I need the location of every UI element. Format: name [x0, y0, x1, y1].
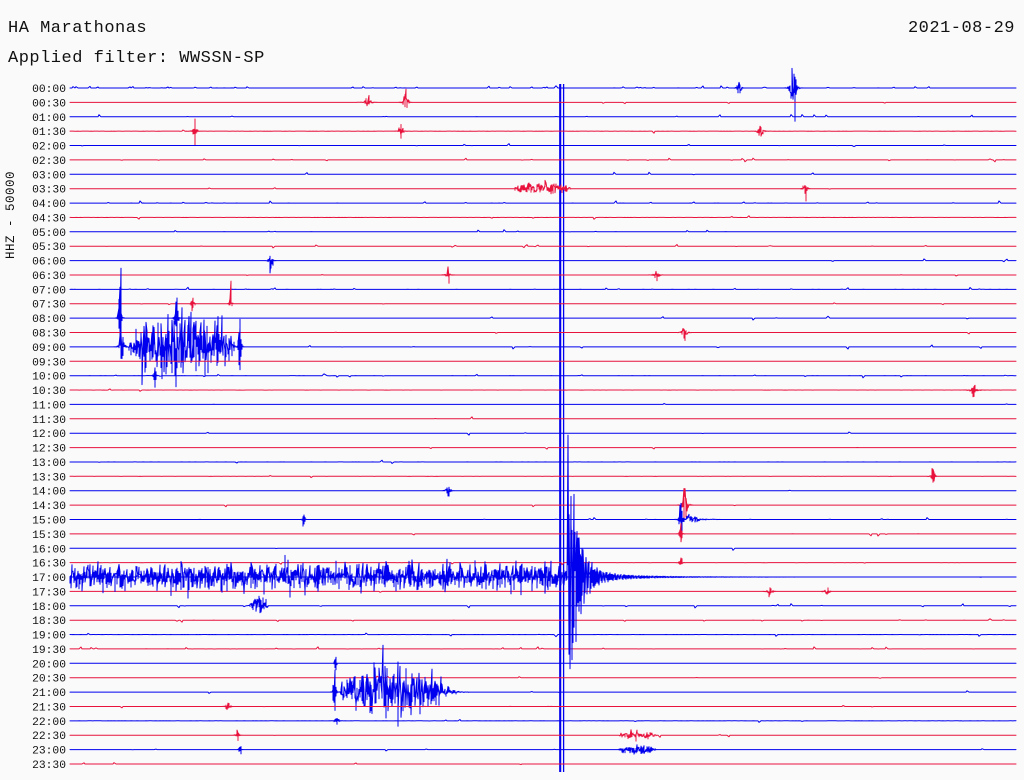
svg-text:06:30: 06:30 — [32, 271, 66, 283]
svg-text:10:30: 10:30 — [32, 386, 66, 398]
svg-text:01:30: 01:30 — [32, 127, 66, 139]
svg-text:10:00: 10:00 — [32, 372, 66, 384]
svg-text:15:00: 15:00 — [32, 516, 66, 528]
svg-text:08:30: 08:30 — [32, 329, 66, 341]
svg-text:22:00: 22:00 — [32, 717, 66, 729]
svg-text:15:30: 15:30 — [32, 530, 66, 542]
svg-text:18:00: 18:00 — [32, 602, 66, 614]
svg-text:00:30: 00:30 — [32, 98, 66, 110]
svg-text:12:00: 12:00 — [32, 429, 66, 441]
svg-text:05:00: 05:00 — [32, 228, 66, 240]
svg-text:21:30: 21:30 — [32, 703, 66, 715]
svg-text:04:00: 04:00 — [32, 199, 66, 211]
svg-text:09:00: 09:00 — [32, 343, 66, 355]
svg-text:08:00: 08:00 — [32, 314, 66, 326]
svg-text:23:30: 23:30 — [32, 760, 66, 772]
svg-text:19:00: 19:00 — [32, 631, 66, 643]
svg-text:22:30: 22:30 — [32, 731, 66, 743]
svg-text:13:00: 13:00 — [32, 458, 66, 470]
svg-text:12:30: 12:30 — [32, 444, 66, 456]
svg-text:17:00: 17:00 — [32, 573, 66, 585]
svg-text:14:30: 14:30 — [32, 501, 66, 513]
svg-text:01:00: 01:00 — [32, 113, 66, 125]
svg-text:20:00: 20:00 — [32, 659, 66, 671]
svg-text:00:00: 00:00 — [32, 84, 66, 96]
svg-text:18:30: 18:30 — [32, 616, 66, 628]
svg-text:02:30: 02:30 — [32, 156, 66, 168]
svg-text:13:30: 13:30 — [32, 472, 66, 484]
svg-text:05:30: 05:30 — [32, 242, 66, 254]
svg-text:23:00: 23:00 — [32, 746, 66, 758]
svg-text:11:30: 11:30 — [32, 415, 66, 427]
svg-text:14:00: 14:00 — [32, 487, 66, 499]
svg-text:16:30: 16:30 — [32, 559, 66, 571]
svg-text:07:30: 07:30 — [32, 300, 66, 312]
svg-text:03:00: 03:00 — [32, 170, 66, 182]
svg-text:02:00: 02:00 — [32, 142, 66, 154]
svg-text:19:30: 19:30 — [32, 645, 66, 657]
svg-text:09:30: 09:30 — [32, 357, 66, 369]
svg-text:21:00: 21:00 — [32, 688, 66, 700]
svg-text:11:00: 11:00 — [32, 400, 66, 412]
svg-text:20:30: 20:30 — [32, 674, 66, 686]
svg-text:04:30: 04:30 — [32, 213, 66, 225]
svg-text:16:00: 16:00 — [32, 544, 66, 556]
svg-text:17:30: 17:30 — [32, 587, 66, 599]
svg-text:03:30: 03:30 — [32, 185, 66, 197]
svg-text:06:00: 06:00 — [32, 257, 66, 269]
svg-text:07:00: 07:00 — [32, 285, 66, 297]
